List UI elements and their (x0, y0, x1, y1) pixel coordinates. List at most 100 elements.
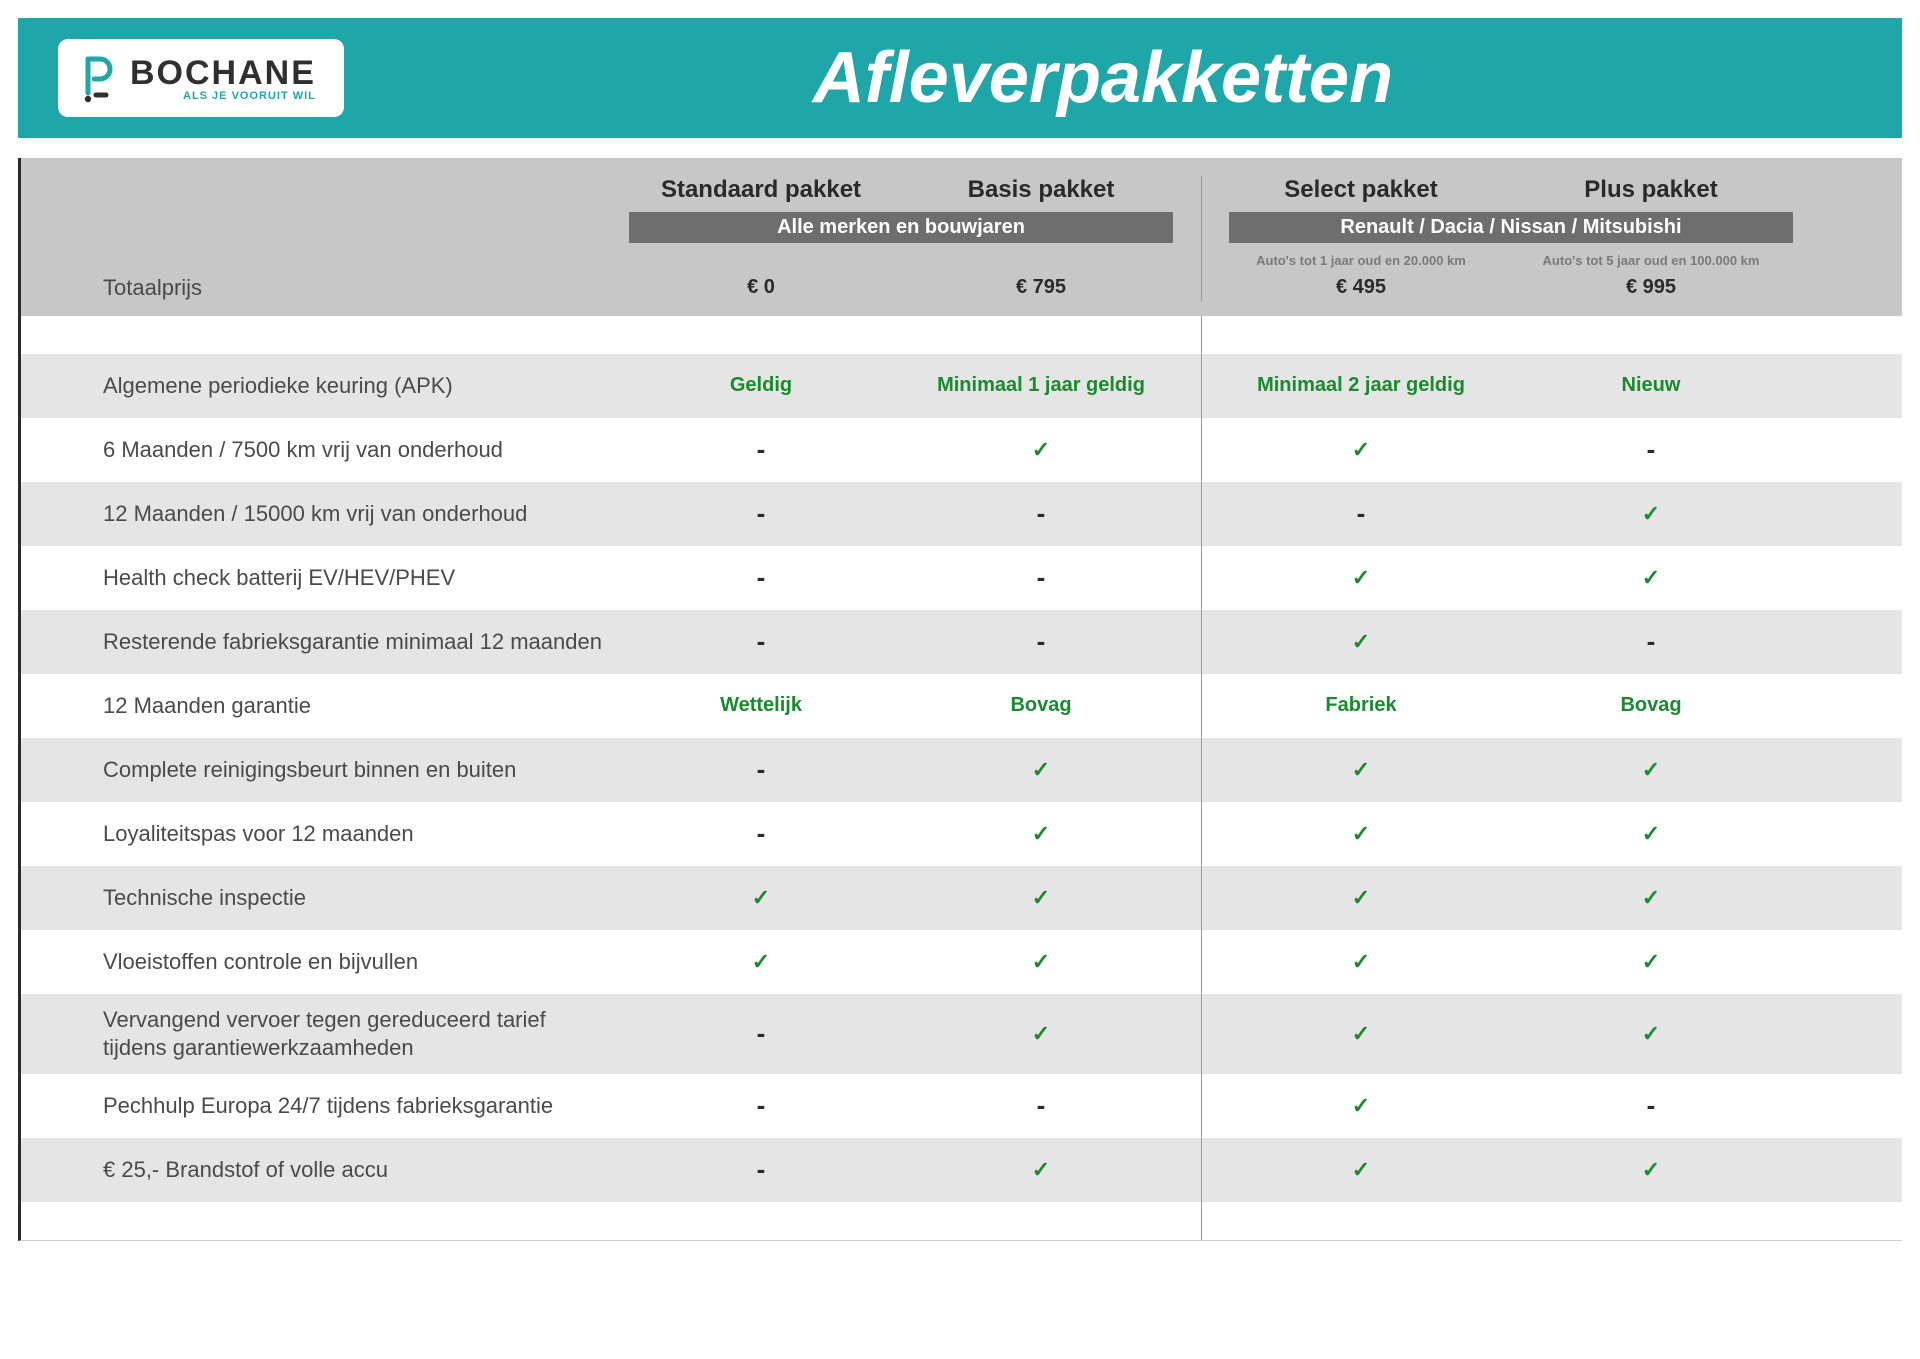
vertical-separator (1201, 610, 1202, 674)
table-row: Complete reinigingsbeurt binnen en buite… (21, 738, 1902, 802)
table-row: 12 Maanden / 15000 km vrij van onderhoud… (21, 482, 1902, 546)
check-icon: ✓ (1501, 565, 1801, 591)
dash-icon: - (621, 818, 901, 849)
check-icon: ✓ (1221, 949, 1501, 975)
row-label: Loyaliteitspas voor 12 maanden (21, 820, 621, 848)
check-icon: ✓ (1221, 629, 1501, 655)
spacer (21, 316, 1902, 354)
row-label: Complete reinigingsbeurt binnen en buite… (21, 756, 621, 784)
dash-icon: - (621, 1090, 901, 1121)
cell-text-basis: Bovag (901, 694, 1181, 717)
check-icon: ✓ (1221, 885, 1501, 911)
vertical-separator (1201, 674, 1202, 738)
comparison-table: Standaard pakket Basis pakket Select pak… (18, 158, 1902, 1241)
dash-icon: - (1501, 434, 1801, 465)
page-title: Afleverpakketten (344, 37, 1862, 119)
vertical-separator (1201, 249, 1202, 274)
check-icon: ✓ (1221, 1093, 1501, 1119)
vertical-separator (1201, 204, 1202, 249)
vertical-separator (1201, 354, 1202, 418)
row-label: Vloeistoffen controle en bijvullen (21, 948, 621, 976)
table-row: Vloeistoffen controle en bijvullen✓✓✓✓ (21, 930, 1902, 994)
check-icon: ✓ (1501, 501, 1801, 527)
check-icon: ✓ (621, 885, 901, 911)
vertical-separator (1201, 1202, 1202, 1240)
dash-icon: - (1501, 626, 1801, 657)
subnote-plus: Auto's tot 5 jaar oud en 100.000 km (1501, 249, 1801, 274)
check-icon: ✓ (1221, 821, 1501, 847)
brand-logo: BOCHANE ALS JE VOORUIT WIL (58, 39, 344, 117)
vertical-separator (1201, 802, 1202, 866)
table-row: Pechhulp Europa 24/7 tijdens fabrieksgar… (21, 1074, 1902, 1138)
cell-text-standaard: Geldig (621, 374, 901, 397)
vertical-separator (1201, 930, 1202, 994)
check-icon: ✓ (621, 949, 901, 975)
dash-icon: - (901, 498, 1181, 529)
vertical-separator (1201, 176, 1202, 204)
vertical-separator (1201, 738, 1202, 802)
vertical-separator (1201, 274, 1202, 302)
dash-icon: - (621, 498, 901, 529)
row-label: Algemene periodieke keuring (APK) (21, 372, 621, 400)
group-label-left: Alle merken en bouwjaren (629, 212, 1173, 243)
table-row: Vervangend vervoer tegen gereduceerd tar… (21, 994, 1902, 1074)
price-plus: € 995 (1501, 276, 1801, 299)
subnote-select: Auto's tot 1 jaar oud en 20.000 km (1221, 249, 1501, 274)
group-label-right: Renault / Dacia / Nissan / Mitsubishi (1229, 212, 1793, 243)
table-row: Technische inspectie✓✓✓✓ (21, 866, 1902, 930)
check-icon: ✓ (1501, 1021, 1801, 1047)
dash-icon: - (621, 754, 901, 785)
col-head-standaard: Standaard pakket (621, 176, 901, 204)
dash-icon: - (901, 562, 1181, 593)
cell-text-select: Minimaal 2 jaar geldig (1221, 374, 1501, 397)
check-icon: ✓ (1221, 757, 1501, 783)
check-icon: ✓ (901, 1021, 1181, 1047)
row-label: 12 Maanden garantie (21, 692, 621, 720)
check-icon: ✓ (1221, 565, 1501, 591)
cell-text-standaard: Wettelijk (621, 694, 901, 717)
check-icon: ✓ (1221, 1021, 1501, 1047)
check-icon: ✓ (1501, 949, 1801, 975)
row-label: 6 Maanden / 7500 km vrij van onderhoud (21, 436, 621, 464)
vertical-separator (1201, 546, 1202, 610)
vertical-separator (1201, 866, 1202, 930)
vertical-separator (1201, 482, 1202, 546)
dash-icon: - (1221, 498, 1501, 529)
row-label: Health check batterij EV/HEV/PHEV (21, 564, 621, 592)
vertical-separator (1201, 1074, 1202, 1138)
price-standaard: € 0 (621, 276, 901, 299)
header-bar: BOCHANE ALS JE VOORUIT WIL Afleverpakket… (18, 18, 1902, 138)
row-label: 12 Maanden / 15000 km vrij van onderhoud (21, 500, 621, 528)
table-row: 12 Maanden garantieWettelijkBovag Fabriek… (21, 674, 1902, 738)
check-icon: ✓ (1221, 1157, 1501, 1183)
vertical-separator (1201, 418, 1202, 482)
dash-icon: - (621, 434, 901, 465)
brand-mark-icon (76, 53, 116, 105)
check-icon: ✓ (901, 757, 1181, 783)
brand-name: BOCHANE (130, 56, 316, 90)
check-icon: ✓ (901, 821, 1181, 847)
row-label: € 25,- Brandstof of volle accu (21, 1156, 621, 1184)
check-icon: ✓ (901, 1157, 1181, 1183)
dash-icon: - (1501, 1090, 1801, 1121)
price-select: € 495 (1221, 276, 1501, 299)
check-icon: ✓ (1221, 437, 1501, 463)
cell-text-basis: Minimaal 1 jaar geldig (901, 374, 1181, 397)
table-row: Health check batterij EV/HEV/PHEV--✓✓ (21, 546, 1902, 610)
vertical-separator (1201, 994, 1202, 1074)
col-head-select: Select pakket (1221, 176, 1501, 204)
table-row: 6 Maanden / 7500 km vrij van onderhoud-✓… (21, 418, 1902, 482)
dash-icon: - (901, 626, 1181, 657)
price-basis: € 795 (901, 276, 1181, 299)
cell-text-select: Fabriek (1221, 694, 1501, 717)
spacer (21, 1202, 1902, 1240)
row-label: Pechhulp Europa 24/7 tijdens fabrieksgar… (21, 1092, 621, 1120)
dash-icon: - (621, 562, 901, 593)
col-head-basis: Basis pakket (901, 176, 1181, 204)
check-icon: ✓ (1501, 1157, 1801, 1183)
dash-icon: - (621, 1018, 901, 1049)
table-row: Resterende fabrieksgarantie minimaal 12 … (21, 610, 1902, 674)
check-icon: ✓ (901, 437, 1181, 463)
cell-text-plus: Nieuw (1501, 374, 1801, 397)
dash-icon: - (901, 1090, 1181, 1121)
